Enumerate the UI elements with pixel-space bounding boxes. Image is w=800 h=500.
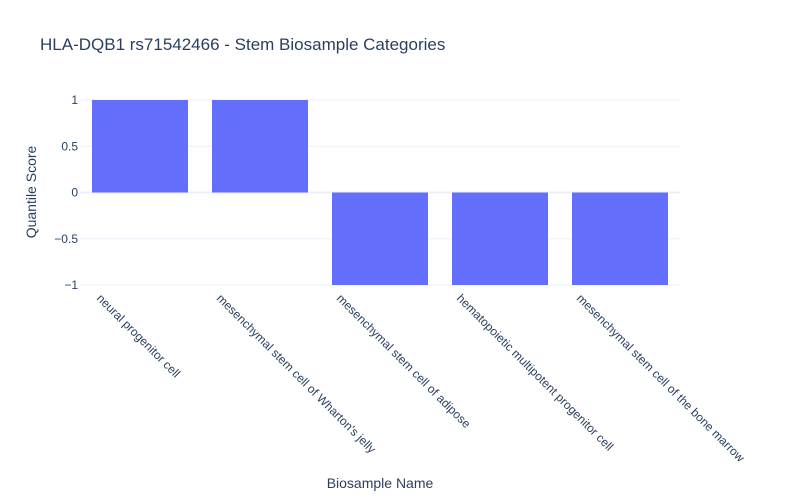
y-tick-label: 0 bbox=[71, 186, 78, 200]
y-tick-label: −1 bbox=[64, 278, 78, 292]
x-tick-label: neural progenitor cell bbox=[94, 291, 183, 380]
bar[interactable] bbox=[452, 192, 548, 286]
y-tick-label: 1 bbox=[71, 93, 78, 107]
y-axis-title: Quantile Score bbox=[23, 145, 39, 238]
y-axis-ticks: 1 0.5 0 −0.5 −1 bbox=[54, 93, 78, 292]
x-axis-ticks: neural progenitor cell mesenchymal stem c… bbox=[94, 291, 748, 465]
bars bbox=[92, 100, 668, 285]
y-tick-label: 0.5 bbox=[61, 139, 78, 153]
bar[interactable] bbox=[212, 100, 308, 193]
bar[interactable] bbox=[92, 100, 188, 193]
y-tick-label: −0.5 bbox=[54, 232, 78, 246]
bar[interactable] bbox=[572, 192, 668, 286]
x-tick-label: mesenchymal stem cell of adipose bbox=[334, 291, 474, 431]
x-axis-title: Biosample Name bbox=[327, 475, 434, 491]
bar[interactable] bbox=[332, 192, 428, 286]
chart-title: HLA-DQB1 rs71542466 - Stem Biosample Cat… bbox=[40, 35, 446, 54]
